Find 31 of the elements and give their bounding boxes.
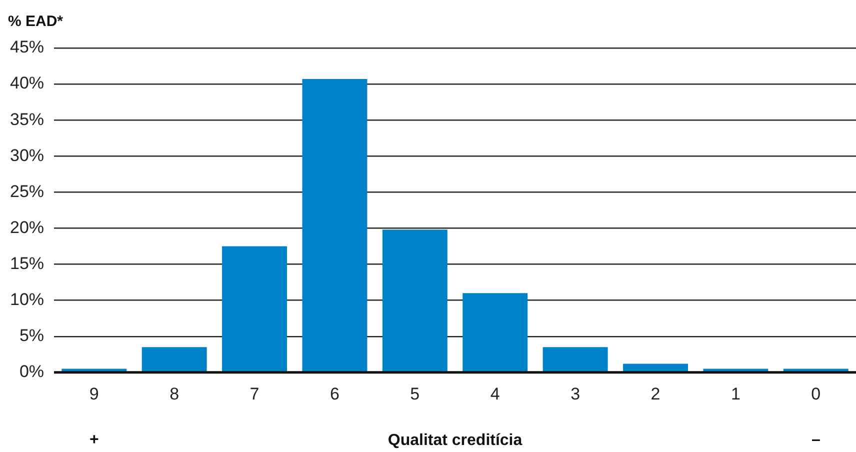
bar [382, 230, 448, 372]
y-axis-title: % EAD* [8, 13, 64, 30]
x-tick-label: 7 [250, 384, 260, 404]
x-tick-label: 2 [650, 384, 660, 404]
y-tick-label: 15% [10, 254, 44, 273]
x-axis-title: Qualitat creditícia [388, 432, 522, 449]
bar [302, 79, 368, 372]
y-tick-label: 35% [10, 110, 44, 129]
text: + [89, 431, 99, 448]
y-tick-label: 5% [19, 326, 44, 346]
x-tick-label: 5 [410, 384, 420, 404]
y-tick-label: 25% [10, 182, 44, 201]
y-tick-label: 0% [19, 362, 44, 382]
x-tick-label: 3 [570, 384, 580, 404]
y-tick-label: 20% [10, 218, 44, 237]
text: – [811, 431, 820, 448]
x-tick-label: 4 [490, 384, 500, 404]
x-tick-label: 0 [811, 384, 821, 404]
y-tick-label: 40% [10, 74, 44, 93]
bar [542, 347, 608, 372]
x-tick-label: 9 [89, 384, 99, 404]
y-tick-label: 45% [10, 38, 44, 57]
x-tick-label: 8 [170, 384, 180, 404]
bar [142, 347, 207, 372]
x-tick-label: 6 [330, 384, 340, 404]
y-tick-label: 10% [10, 290, 44, 309]
y-tick-label: 30% [10, 146, 44, 165]
x-tick-label: 1 [730, 384, 740, 404]
bar [623, 364, 688, 372]
bar [462, 293, 528, 372]
bar [222, 246, 287, 372]
